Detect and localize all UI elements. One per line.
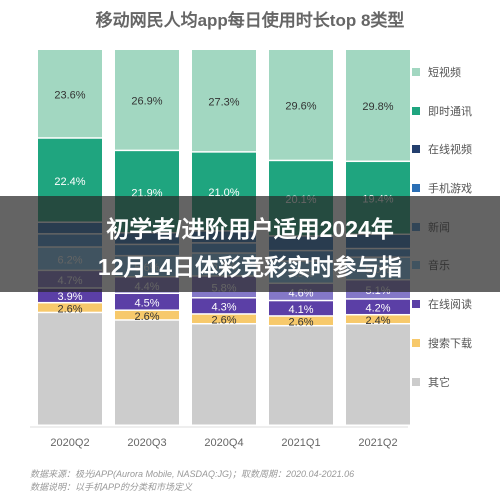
bar-segment-2021Q1-在线阅读 [269,301,333,316]
data-label-2021Q2-在线阅读: 4.2% [365,303,390,315]
data-label-2020Q4-搜索下载: 2.6% [211,315,236,327]
legend-item-短视频: 短视频 [412,64,500,80]
data-label-2020Q4-短视频: 27.3% [208,96,239,108]
data-label-2021Q2-搜索下载: 2.4% [365,315,390,327]
bar-segment-2020Q2-其它 [38,313,102,425]
legend-label: 搜索下载 [428,337,472,350]
overlay-line-2: 12月14日体彩竞彩实时参与指 [97,254,403,280]
data-label-2020Q2-在线阅读: 3.9% [57,291,82,303]
bar-segment-2020Q3-其它 [115,320,179,425]
data-label-2021Q1-短视频: 29.6% [285,101,316,113]
legend-item-在线阅读: 在线阅读 [412,296,500,312]
data-label-2021Q2-短视频: 29.8% [362,101,393,113]
bar-segment-2020Q4-其它 [192,324,256,425]
x-tick-label-2020Q2: 2020Q2 [50,437,89,449]
legend-item-手机游戏: 手机游戏 [412,180,500,196]
legend-label: 即时通讯 [428,105,472,118]
bar-segment-2021Q2-短视频 [346,50,410,161]
legend-label: 手机游戏 [428,183,472,196]
source-line-1: 数据来源：极光iAPP(Aurora Mobile, NASDAQ:JG)；取数… [30,469,355,479]
bar-segment-2020Q2-搜索下载 [38,303,102,312]
data-label-2020Q4-在线阅读: 4.3% [211,302,236,314]
data-label-2020Q2-即时通讯: 22.4% [54,176,85,188]
bar-segment-2020Q4-在线阅读 [192,298,256,314]
legend-label: 在线视频 [428,144,472,157]
legend-swatch [412,338,420,347]
overlay-line-1: 初学者/进阶用户适用2024年 [106,216,394,242]
bar-segment-2021Q2-在线阅读 [346,299,410,314]
bar-segment-2020Q4-搜索下载 [192,314,256,323]
x-tick-label-2021Q2: 2021Q2 [358,437,397,449]
legend-swatch [412,377,420,386]
legend-swatch [412,106,420,115]
source-line-2: 数据说明：以手机APP的分类和市场定义 [30,482,193,492]
data-label-2021Q1-在线阅读: 4.1% [288,304,313,316]
x-tick-label-2020Q3: 2020Q3 [127,437,166,449]
data-label-2020Q2-搜索下载: 2.6% [57,303,82,315]
bar-segment-2021Q2-其它 [346,324,410,425]
data-label-2021Q1-搜索下载: 2.6% [288,317,313,329]
x-tick-label-2021Q1: 2021Q1 [281,437,320,449]
data-label-2020Q3-短视频: 26.9% [131,96,162,108]
bar-segment-2020Q3-短视频 [115,50,179,150]
source-note: 数据来源：极光iAPP(Aurora Mobile, NASDAQ:JG)；取数… [30,468,354,494]
bar-segment-2021Q1-其它 [269,326,333,425]
legend-item-其它: 其它 [412,374,500,390]
bar-segment-2021Q1-搜索下载 [269,316,333,325]
legend-swatch [412,184,420,193]
bar-segment-2020Q2-在线阅读 [38,288,102,302]
legend-swatch [412,145,420,154]
legend-item-在线视频: 在线视频 [412,141,500,157]
bar-segment-2020Q2-短视频 [38,50,102,138]
bar-segment-2021Q1-短视频 [269,50,333,160]
legend-item-即时通讯: 即时通讯 [412,103,500,119]
data-label-2020Q2-短视频: 23.6% [54,89,85,101]
legend-swatch [412,300,420,309]
bar-segment-2020Q3-搜索下载 [115,310,179,320]
legend-label: 短视频 [428,67,461,79]
bar-segment-2020Q3-在线阅读 [115,294,179,310]
legend-item-搜索下载: 搜索下载 [412,335,500,351]
data-label-2020Q3-搜索下载: 2.6% [134,311,159,323]
legend-label: 在线阅读 [428,299,472,312]
x-tick-label-2020Q4: 2020Q4 [204,437,243,449]
data-label-2020Q3-在线阅读: 4.5% [134,297,159,309]
promo-overlay-banner: 初学者/进阶用户适用2024年 12月14日体彩竞彩实时参与指 [0,196,500,292]
bar-segment-2020Q4-短视频 [192,50,256,152]
chart-title: 移动网民人均app每日使用时长top 8类型 [95,11,405,30]
legend-swatch [412,68,420,76]
legend-label: 其它 [428,376,450,389]
bar-segment-2021Q2-搜索下载 [346,315,410,323]
